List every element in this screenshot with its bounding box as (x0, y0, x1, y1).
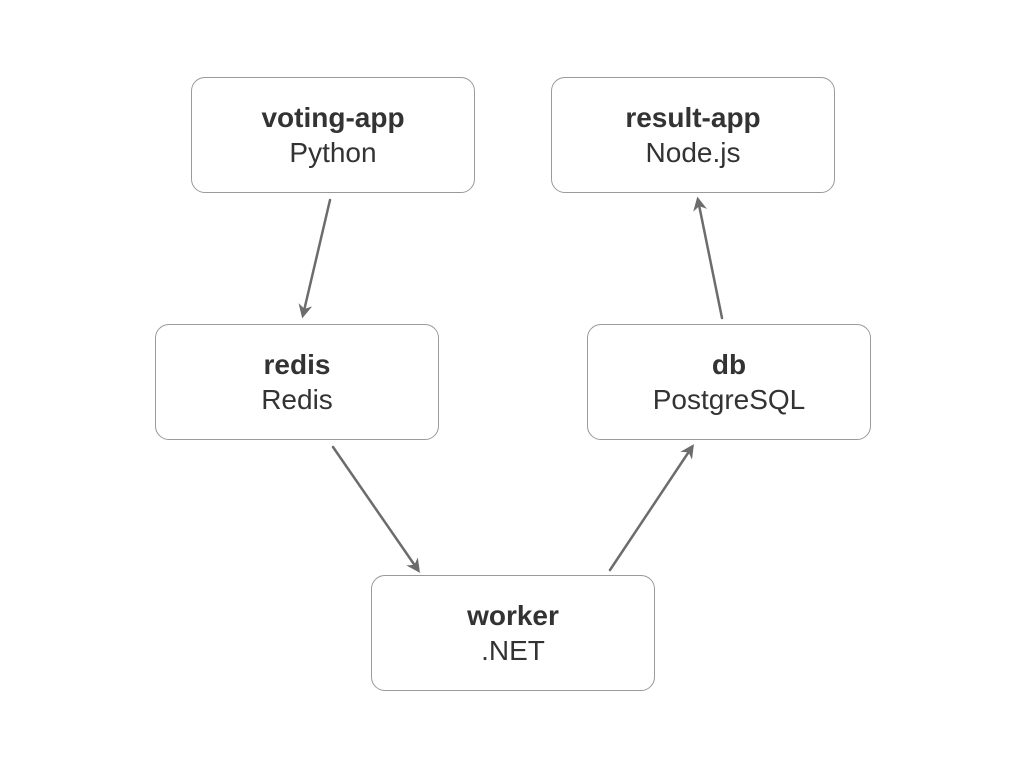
node-subtitle: Node.js (646, 135, 741, 170)
node-title: db (712, 347, 746, 382)
node-title: voting-app (261, 100, 404, 135)
node-result-app: result-app Node.js (551, 77, 835, 193)
node-subtitle: .NET (481, 633, 545, 668)
node-redis: redis Redis (155, 324, 439, 440)
node-subtitle: Python (289, 135, 376, 170)
node-subtitle: Redis (261, 382, 333, 417)
architecture-diagram: voting-app Python result-app Node.js red… (0, 0, 1024, 768)
edge-db-to-result (698, 200, 722, 318)
node-subtitle: PostgreSQL (653, 382, 806, 417)
node-worker: worker .NET (371, 575, 655, 691)
node-voting-app: voting-app Python (191, 77, 475, 193)
node-title: worker (467, 598, 559, 633)
node-db: db PostgreSQL (587, 324, 871, 440)
node-title: redis (264, 347, 331, 382)
edge-worker-to-db (610, 447, 692, 570)
edge-redis-to-worker (333, 447, 418, 570)
edge-voting-to-redis (303, 200, 330, 315)
node-title: result-app (625, 100, 760, 135)
